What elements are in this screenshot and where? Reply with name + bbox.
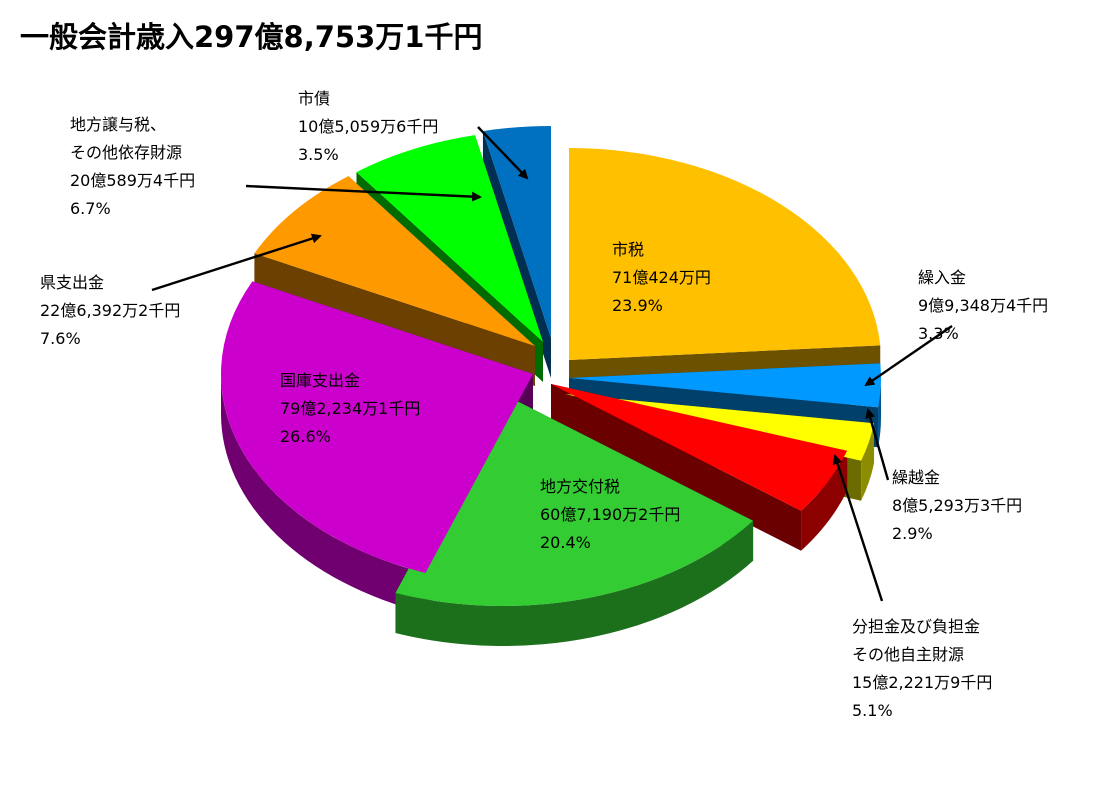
leader-arrow: [865, 408, 890, 481]
pie-slice: [254, 176, 535, 346]
slice-label: 繰越金 8億5,293万3千円 2.9%: [892, 468, 1022, 543]
leader-arrow: [832, 454, 884, 602]
chart-title: 一般会計歳入297億8,753万1千円: [20, 20, 483, 54]
slice-outer-wall: [395, 520, 754, 646]
slice-outer-wall: [878, 378, 882, 448]
slice-label: 繰入金 9億9,348万4千円 3.3%: [918, 268, 1048, 343]
leader-lines: [151, 126, 953, 602]
slice-label: 市債 10億5,059万6千円 3.5%: [298, 89, 438, 164]
leader-arrow: [245, 184, 482, 202]
slice-label: 地方譲与税、その他依存財源 20億589万4千円 6.7%: [70, 115, 195, 218]
pie-slice: [569, 363, 882, 408]
pie-slice: [220, 281, 533, 574]
pie-slice: [551, 384, 848, 511]
slice-label: 地方交付税 60億7,190万2千円 20.4%: [540, 477, 680, 552]
leader-arrow: [151, 233, 322, 292]
slice-label: 国庫支出金 79億2,234万1千円 26.6%: [280, 371, 420, 446]
leader-arrow: [477, 126, 529, 180]
slice-label: 分担金及び負担金その他自主財源 15億2,221万9千円 5.1%: [852, 617, 992, 720]
slice-outer-wall: [861, 423, 875, 501]
slice-radial-face: [551, 384, 802, 551]
pie-slice: [482, 126, 551, 338]
slice-label: 市税 71億424万円 23.9%: [612, 240, 711, 315]
pie-slice: [356, 135, 543, 342]
slice-outer-wall: [801, 450, 848, 551]
slice-label: 県支出金 22億6,392万2千円 7.6%: [40, 273, 180, 348]
slice-labels: 市税 71億424万円 23.9% 繰入金 9億9,348万4千円 3.3% 繰越金 8億5,…: [40, 89, 1048, 720]
leader-arrow: [864, 325, 953, 387]
pie-slice: [569, 148, 881, 360]
pie-slice-tops: [220, 126, 882, 606]
